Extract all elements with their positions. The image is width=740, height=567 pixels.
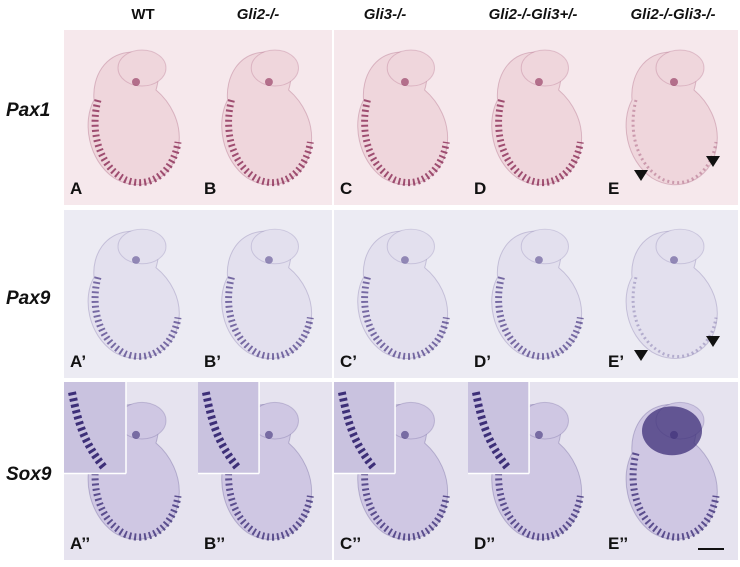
embryo-panel: A: [64, 30, 200, 205]
column-header-gli2-gli3-null: Gli2-/-Gli3-/-: [630, 6, 716, 23]
embryo-panel: D’: [468, 210, 602, 378]
panel-label: B’: [204, 352, 221, 371]
panel-label: A’: [70, 352, 87, 371]
panel-label: D’: [474, 352, 491, 371]
row-header-pax1: Pax1: [6, 100, 51, 121]
arrowhead-icon: [634, 350, 648, 361]
embryo-panel: B: [198, 30, 332, 205]
embryo-image: [468, 30, 602, 205]
embryo-panel: A’’: [64, 382, 200, 560]
embryo-panel: C’’: [334, 382, 468, 560]
panel-label: E: [608, 179, 620, 198]
embryo-image: [334, 30, 468, 205]
column-header-gli2-gli3-het: Gli2-/-Gli3+/-: [488, 6, 578, 23]
column-header-gli3: Gli3-/-: [363, 6, 407, 23]
row-header-pax9: Pax9: [6, 288, 51, 309]
embryo-image: [64, 30, 200, 205]
embryo-image: [64, 210, 200, 378]
panel-label: C’: [340, 352, 357, 371]
embryo-panel: A’: [64, 210, 200, 378]
embryo-image: [334, 210, 468, 378]
embryo-image: [602, 30, 738, 205]
embryo-panel: E’: [602, 210, 738, 378]
scale-bar: [698, 548, 724, 550]
embryo-image: [198, 382, 332, 560]
embryo-image: [198, 30, 332, 205]
embryo-image: [64, 382, 200, 560]
panel-label: D: [474, 179, 487, 198]
embryo-panel: E’’: [602, 382, 738, 560]
column-header-wt: WT: [131, 6, 155, 23]
arrowhead-icon: [634, 170, 648, 181]
embryo-image: [468, 382, 602, 560]
embryo-image: [334, 382, 468, 560]
panel-label: B: [204, 179, 217, 198]
embryo-image: [602, 210, 738, 378]
arrowhead-icon: [706, 156, 720, 167]
panel-label: C: [340, 179, 353, 198]
embryo-panel: B’’: [198, 382, 332, 560]
embryo-panel: B’: [198, 210, 332, 378]
panel-label: E’’: [608, 534, 629, 553]
panel-label: C’’: [340, 534, 362, 553]
embryo-image: [468, 210, 602, 378]
embryo-panel: D’’: [468, 382, 602, 560]
panel-label: D’’: [474, 534, 496, 553]
panel-label: A’’: [70, 534, 91, 553]
row-header-sox9: Sox9: [6, 464, 52, 485]
embryo-panel: C’: [334, 210, 468, 378]
panel-label: B’’: [204, 534, 226, 553]
embryo-panel: E: [602, 30, 738, 205]
panel-label: E’: [608, 352, 625, 371]
embryo-panel: C: [334, 30, 468, 205]
embryo-panel: D: [468, 30, 602, 205]
column-header-gli2: Gli2-/-: [236, 6, 280, 23]
arrowhead-icon: [706, 336, 720, 347]
embryo-image: [602, 382, 738, 560]
embryo-image: [198, 210, 332, 378]
panel-label: A: [70, 179, 83, 198]
